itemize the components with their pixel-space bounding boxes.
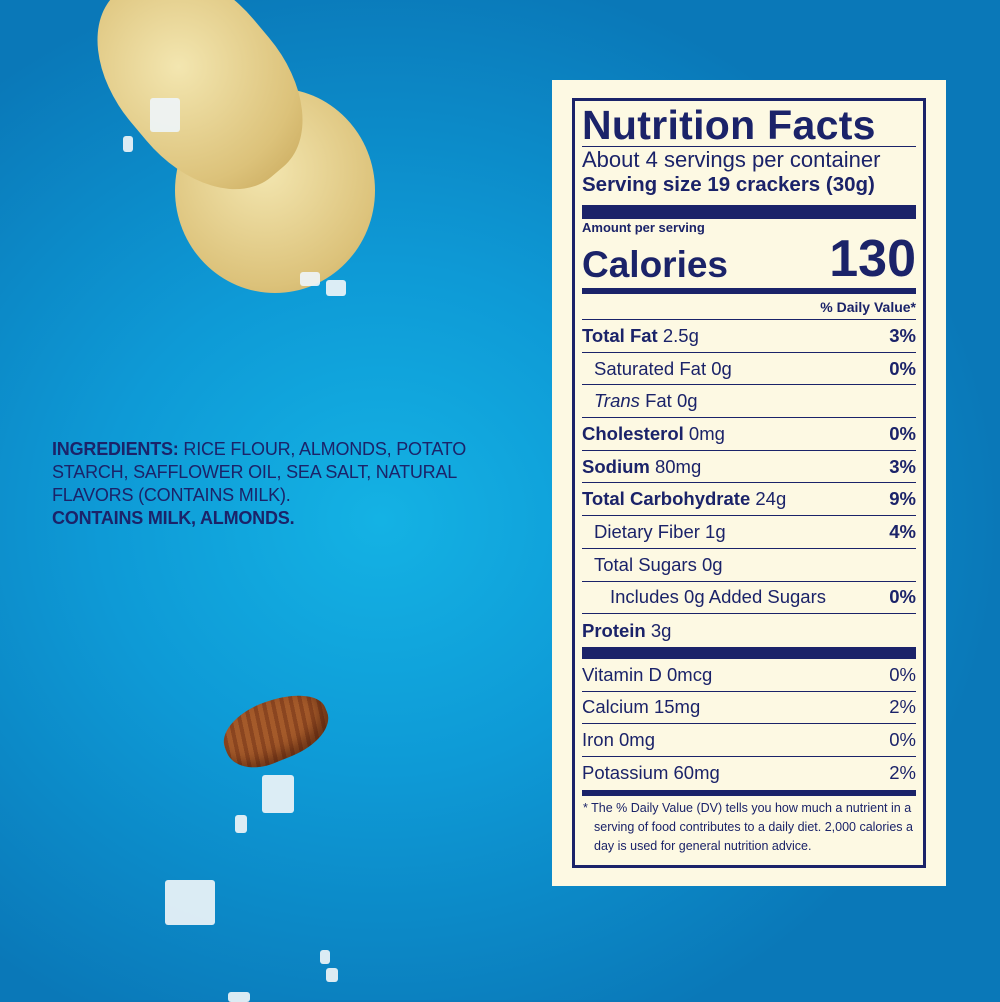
nutrient-list: Total Fat 2.5g 3% Saturated Fat 0g 0% Tran… <box>582 320 916 647</box>
nutrient-row: Trans Fat 0g <box>582 385 916 419</box>
thick-divider <box>582 646 916 659</box>
ingredients-text: INGREDIENTS: RICE FLOUR, ALMONDS, POTATO… <box>52 438 522 530</box>
almond-image <box>214 681 338 779</box>
vitamin-row: Calcium 15mg 2% <box>582 692 916 725</box>
nutrient-name: Includes 0g Added Sugars <box>610 586 826 608</box>
salt-crystal <box>262 775 294 813</box>
salt-crystal <box>228 992 250 1002</box>
nutrient-row: Total Carbohydrate 24g 9% <box>582 483 916 517</box>
nutrient-name: Saturated Fat <box>594 357 707 379</box>
nutrient-amount: 80mg <box>654 455 702 477</box>
vitamin-label: Iron 0mg <box>582 729 656 751</box>
vitamin-dv: 0% <box>889 663 916 685</box>
nutrition-title: Nutrition Facts <box>582 101 916 148</box>
nutrient-amount: 24g <box>755 488 787 510</box>
nutrient-name: Cholesterol <box>582 422 684 444</box>
ingredients-list: RICE FLOUR, ALMONDS, POTATO STARCH, SAFF… <box>52 439 467 505</box>
nutrient-amount: 0g <box>701 553 723 575</box>
nutrient-name: Fat <box>645 390 672 412</box>
nutrition-facts-panel: Nutrition Facts About 4 servings per con… <box>552 80 946 886</box>
calories-label: Calories <box>582 244 729 285</box>
nutrient-dv: 4% <box>889 520 916 542</box>
nutrient-name: Total Sugars <box>594 553 697 575</box>
nutrient-row: Dietary Fiber 1g 4% <box>582 516 916 549</box>
medium-divider <box>582 288 916 294</box>
nutrient-row: Protein 3g <box>582 614 916 647</box>
vitamin-label: Potassium 60mg <box>582 762 720 784</box>
nutrient-row: Cholesterol 0mg 0% <box>582 418 916 451</box>
servings-per-container: About 4 servings per container <box>582 147 881 172</box>
amount-per-serving: Amount per serving <box>582 220 705 235</box>
nutrient-amount: 0mg <box>688 422 725 444</box>
nutrient-amount: 0g <box>676 390 698 412</box>
nutrient-row: Sodium 80mg 3% <box>582 451 916 484</box>
vitamin-dv: 2% <box>889 696 916 718</box>
salt-crystal <box>150 98 180 132</box>
nutrient-row: Total Sugars 0g <box>582 549 916 582</box>
nutrient-name: Total Fat <box>582 324 658 346</box>
nutrient-name: Protein <box>582 619 646 641</box>
medium-divider <box>582 789 916 796</box>
nutrient-dv: 0% <box>889 357 916 379</box>
nutrient-dv: 3% <box>889 455 916 477</box>
nutrient-row: Includes 0g Added Sugars 0% <box>582 582 916 615</box>
nutrient-row: Saturated Fat 0g 0% <box>582 353 916 386</box>
salt-crystal <box>320 950 330 964</box>
nutrient-amount: 2.5g <box>662 324 699 346</box>
daily-value-header: % Daily Value* <box>582 294 916 320</box>
serving-size: Serving size 19 crackers (30g) <box>582 173 875 196</box>
nutrient-row: Total Fat 2.5g 3% <box>582 320 916 353</box>
vitamin-row: Vitamin D 0mcg 0% <box>582 659 916 692</box>
vitamin-dv: 0% <box>889 729 916 751</box>
nutrient-amount: 1g <box>705 520 726 542</box>
vitamin-row: Potassium 60mg 2% <box>582 757 916 790</box>
vitamin-list: Vitamin D 0mcg 0% Calcium 15mg 2% Iron 0mg… <box>582 659 916 790</box>
ingredients-label: INGREDIENTS: <box>52 439 179 459</box>
thick-divider <box>582 205 916 219</box>
vitamin-row: Iron 0mg 0% <box>582 724 916 757</box>
nutrient-amount: 0g <box>711 357 732 379</box>
nutrient-name: Total Carbohydrate <box>582 488 751 510</box>
nutrient-name: Trans <box>594 390 640 412</box>
salt-crystal <box>235 815 247 833</box>
nutrient-amount: 3g <box>650 619 672 641</box>
salt-crystal <box>326 280 346 296</box>
nutrient-dv: 0% <box>889 422 916 444</box>
nutrient-name: Dietary Fiber <box>594 520 700 542</box>
daily-value-footnote: * The % Daily Value (DV) tells you how m… <box>583 800 913 853</box>
vitamin-label: Calcium 15mg <box>582 696 701 718</box>
calories-row: Calories 130 <box>582 230 916 288</box>
allergen-statement: CONTAINS MILK, ALMONDS. <box>52 508 295 528</box>
nutrient-dv: 0% <box>889 586 916 608</box>
nutrient-dv: 3% <box>889 324 916 346</box>
salt-crystal <box>165 880 215 925</box>
nutrition-facts-label: Nutrition Facts About 4 servings per con… <box>572 98 926 868</box>
calories-value: 130 <box>829 230 916 288</box>
salt-crystal <box>326 968 338 982</box>
vitamin-label: Vitamin D 0mcg <box>582 663 713 685</box>
salt-crystal <box>123 136 133 152</box>
nutrient-dv: 9% <box>889 488 916 510</box>
salt-crystal <box>300 272 320 286</box>
vitamin-dv: 2% <box>889 762 916 784</box>
nutrient-name: Sodium <box>582 455 650 477</box>
